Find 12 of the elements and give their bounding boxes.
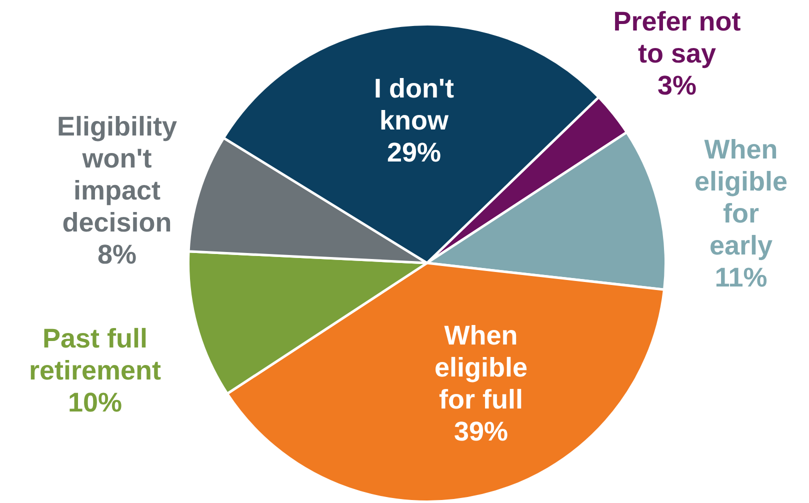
slice-label: Eligibility won't impact decision xyxy=(56,111,178,238)
slice-label: I don't know xyxy=(374,73,454,136)
data-label: 11% xyxy=(714,262,768,292)
slice-label: Past full retirement xyxy=(28,323,162,386)
data-label: 29% xyxy=(386,137,442,168)
data-label: 10% xyxy=(68,387,122,418)
slice-label: Prefer not to say xyxy=(613,6,741,68)
data-label: 39% xyxy=(454,416,508,446)
data-label: 8% xyxy=(97,239,137,270)
data-label: 3% xyxy=(657,70,697,100)
slice-label: When eligible for early xyxy=(694,134,788,260)
slice-label: When eligible for full xyxy=(434,320,528,414)
